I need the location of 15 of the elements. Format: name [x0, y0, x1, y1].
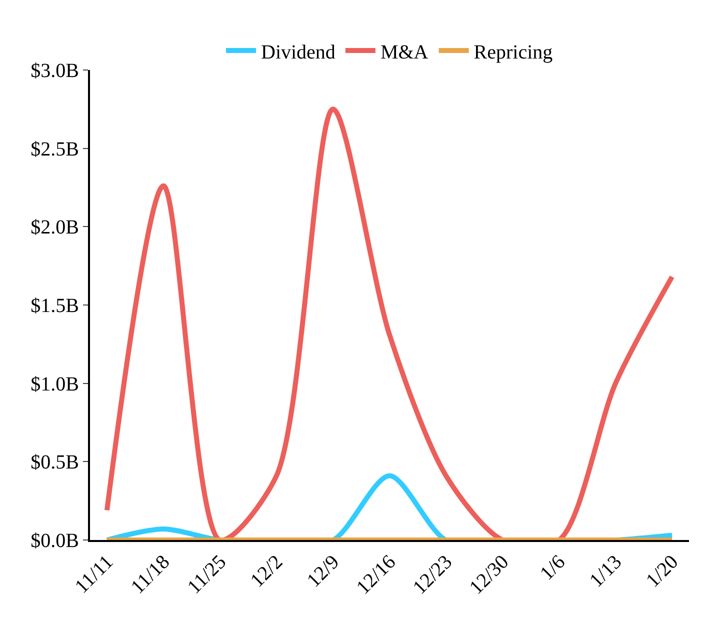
x-tick-label: 1/6: [536, 551, 570, 585]
x-tick-label: 12/2: [246, 551, 288, 592]
y-tick-label: $0.0B: [30, 530, 79, 552]
legend-label: Dividend: [261, 41, 336, 64]
y-tick-label: $1.5B: [30, 295, 79, 317]
legend-label: M&A: [380, 41, 429, 64]
y-tick-label: $3.0B: [30, 60, 79, 82]
y-tick-label: $0.5B: [30, 452, 79, 474]
y-tick-label: $2.0B: [30, 216, 79, 239]
x-tick-label: 12/9: [302, 551, 344, 592]
legend-label: Repricing: [474, 41, 553, 64]
y-tick-label: $2.5B: [30, 138, 79, 160]
y-tick-label: $1.0B: [30, 373, 79, 396]
x-tick-label: 1/13: [585, 551, 626, 592]
x-tick-label: 1/20: [642, 551, 683, 592]
